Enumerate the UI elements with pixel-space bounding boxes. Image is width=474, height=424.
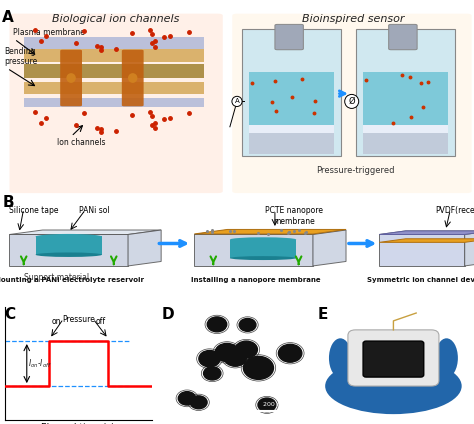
FancyBboxPatch shape bbox=[60, 50, 82, 106]
Circle shape bbox=[178, 392, 196, 405]
Circle shape bbox=[190, 396, 207, 409]
Circle shape bbox=[278, 344, 302, 362]
Bar bbox=[249, 72, 334, 127]
Text: Installing a nanopore membrane: Installing a nanopore membrane bbox=[191, 277, 321, 283]
Text: Pressure: Pressure bbox=[62, 315, 95, 324]
Ellipse shape bbox=[435, 338, 458, 378]
Polygon shape bbox=[379, 234, 465, 266]
Text: $I_{on}$-$I_{off}$: $I_{on}$-$I_{off}$ bbox=[28, 357, 52, 370]
Bar bbox=[363, 131, 448, 154]
Bar bbox=[249, 125, 334, 133]
FancyBboxPatch shape bbox=[348, 330, 439, 386]
Text: Bending
pressure: Bending pressure bbox=[5, 47, 38, 66]
Ellipse shape bbox=[352, 338, 374, 378]
Y-axis label: Current (A): Current (A) bbox=[0, 338, 2, 389]
Polygon shape bbox=[194, 229, 346, 234]
Text: PANi sol: PANi sol bbox=[80, 206, 110, 215]
Text: Plasma membrane: Plasma membrane bbox=[13, 28, 85, 37]
FancyBboxPatch shape bbox=[389, 24, 417, 50]
Circle shape bbox=[235, 341, 257, 358]
FancyBboxPatch shape bbox=[356, 29, 455, 156]
Polygon shape bbox=[379, 231, 474, 234]
FancyBboxPatch shape bbox=[232, 14, 472, 193]
Text: A: A bbox=[235, 98, 239, 104]
Text: C: C bbox=[5, 307, 16, 322]
Text: Mounting a PANi electrolyte reservoir: Mounting a PANi electrolyte reservoir bbox=[0, 277, 144, 283]
Polygon shape bbox=[379, 239, 474, 243]
Ellipse shape bbox=[382, 338, 405, 378]
FancyBboxPatch shape bbox=[9, 14, 223, 193]
Ellipse shape bbox=[412, 338, 435, 378]
Ellipse shape bbox=[66, 73, 76, 83]
Bar bbox=[249, 131, 334, 154]
Text: off: off bbox=[95, 317, 105, 326]
Ellipse shape bbox=[329, 338, 352, 378]
Circle shape bbox=[207, 317, 227, 332]
Bar bbox=[363, 125, 448, 133]
Polygon shape bbox=[9, 230, 161, 234]
Text: E: E bbox=[318, 307, 328, 322]
Ellipse shape bbox=[36, 234, 102, 240]
Text: Ion channels: Ion channels bbox=[57, 139, 105, 148]
Bar bbox=[24, 82, 204, 94]
Circle shape bbox=[239, 318, 256, 331]
Polygon shape bbox=[128, 230, 161, 266]
Circle shape bbox=[199, 351, 220, 367]
Text: Symmetric ion channel device: Symmetric ion channel device bbox=[367, 277, 474, 283]
Ellipse shape bbox=[230, 237, 296, 242]
Circle shape bbox=[258, 398, 276, 412]
Bar bbox=[363, 72, 448, 127]
Polygon shape bbox=[9, 234, 128, 266]
FancyBboxPatch shape bbox=[275, 24, 303, 50]
Bar bbox=[36, 236, 102, 255]
Polygon shape bbox=[465, 231, 474, 266]
Bar bbox=[24, 64, 204, 78]
Text: Biological ion channels: Biological ion channels bbox=[53, 14, 180, 24]
FancyBboxPatch shape bbox=[122, 50, 144, 106]
Text: Pressure-triggered: Pressure-triggered bbox=[316, 166, 395, 175]
Polygon shape bbox=[194, 230, 346, 234]
Ellipse shape bbox=[128, 73, 137, 83]
Text: Support material: Support material bbox=[24, 273, 89, 282]
Text: D: D bbox=[161, 307, 174, 322]
Polygon shape bbox=[313, 230, 346, 266]
Circle shape bbox=[224, 349, 246, 366]
Text: Silicone tape: Silicone tape bbox=[9, 206, 59, 215]
Text: A: A bbox=[2, 10, 14, 25]
Circle shape bbox=[215, 343, 239, 362]
Bar bbox=[24, 37, 204, 49]
Text: 200 nm: 200 nm bbox=[263, 402, 287, 407]
Text: B: B bbox=[2, 195, 14, 210]
Text: PCTE nanopore
membrane: PCTE nanopore membrane bbox=[265, 206, 323, 226]
X-axis label: Elapsed time (s): Elapsed time (s) bbox=[41, 423, 115, 424]
Polygon shape bbox=[194, 234, 313, 266]
FancyBboxPatch shape bbox=[242, 29, 341, 156]
Bar bbox=[230, 240, 296, 258]
FancyBboxPatch shape bbox=[363, 341, 424, 377]
Bar bbox=[24, 98, 204, 107]
Bar bbox=[24, 49, 204, 62]
Text: Bioinspired sensor: Bioinspired sensor bbox=[302, 14, 404, 24]
Ellipse shape bbox=[36, 252, 102, 257]
Polygon shape bbox=[379, 231, 474, 234]
Text: PVDF(receptor): PVDF(receptor) bbox=[435, 206, 474, 215]
Circle shape bbox=[203, 367, 221, 380]
Ellipse shape bbox=[325, 358, 462, 414]
Text: on: on bbox=[51, 317, 61, 326]
Ellipse shape bbox=[230, 256, 296, 260]
Text: Ø: Ø bbox=[348, 97, 355, 106]
Circle shape bbox=[244, 357, 273, 379]
